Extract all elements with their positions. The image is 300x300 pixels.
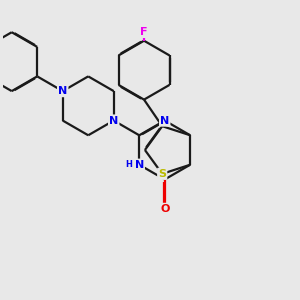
Text: H: H	[125, 160, 132, 169]
Text: N: N	[135, 160, 144, 170]
Text: F: F	[140, 27, 148, 37]
Text: O: O	[160, 204, 169, 214]
Text: N: N	[58, 86, 67, 96]
Text: N: N	[109, 116, 118, 126]
Text: N: N	[160, 116, 169, 126]
Text: S: S	[158, 169, 166, 179]
